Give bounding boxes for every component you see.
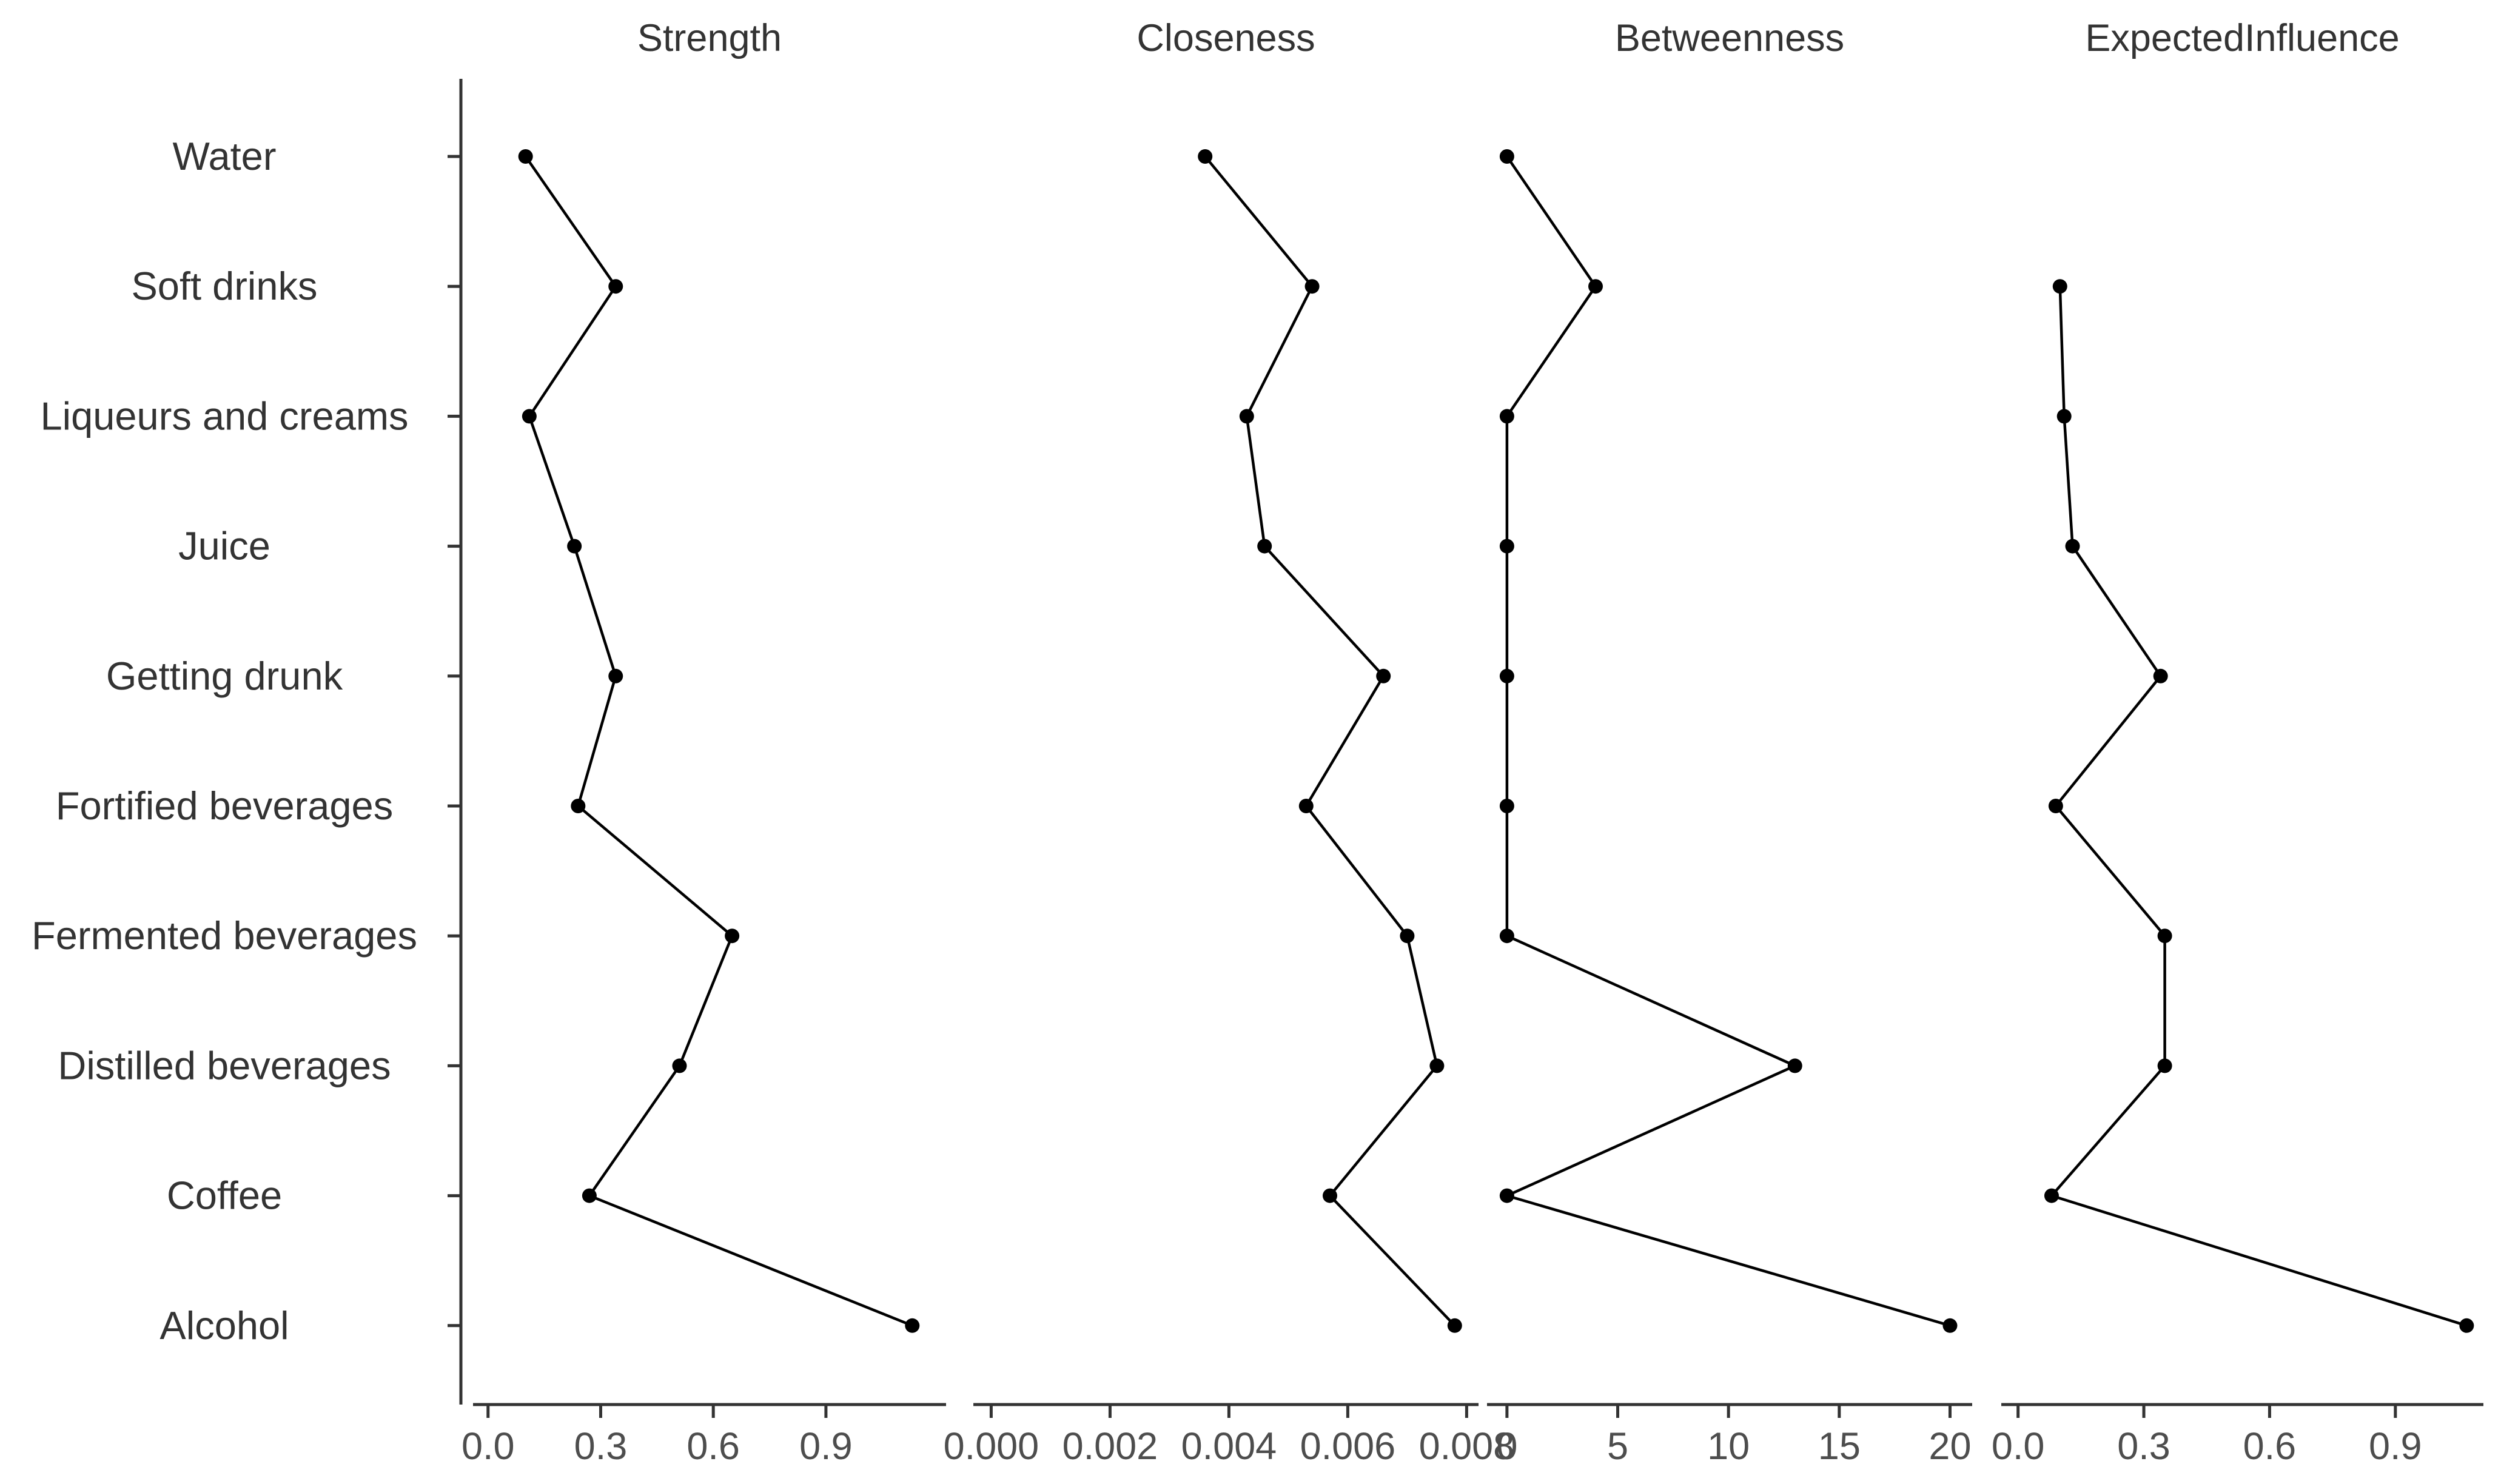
x-tick-label: 0.000 [944,1425,1039,1468]
panel-title: Strength [637,17,782,59]
data-point-water [1198,149,1213,164]
category-label-alcohol: Alcohol [159,1303,289,1348]
panel-betweenness: Betweenness 0 5 10 15 20 [1487,17,1972,1468]
data-point-fortified-beverages [571,799,586,813]
data-point-liqueurs-and-creams [1499,409,1514,424]
x-tick-label: 0.9 [799,1425,853,1468]
data-point-liqueurs-and-creams [522,409,537,424]
x-tick-label: 0.3 [2117,1425,2170,1468]
data-point-fermented-beverages [1400,928,1415,944]
data-point-getting-drunk [1376,668,1391,683]
data-point-distilled-beverages [2157,1058,2172,1073]
x-tick-label: 0.6 [687,1425,740,1468]
data-point-juice [1499,539,1514,554]
category-label-getting-drunk: Getting drunk [106,654,343,698]
data-point-soft-drinks [1588,279,1603,294]
x-tick-label: 0.008 [1419,1425,1515,1468]
x-tick-label: 0.6 [2243,1425,2297,1468]
data-point-coffee [1499,1188,1514,1203]
panel-title: Betweenness [1615,17,1844,59]
panel-closeness: Closeness 0.000 0.002 0.004 0.006 0.008 [944,17,1515,1468]
series-line [524,155,913,1327]
data-point-getting-drunk [2153,668,2168,683]
category-label-distilled-beverages: Distilled beverages [58,1043,391,1087]
data-point-coffee [582,1188,597,1203]
data-point-distilled-beverages [672,1058,687,1073]
data-point-fermented-beverages [1499,928,1514,944]
data-point-liqueurs-and-creams [1239,409,1254,424]
x-tick-label: 5 [1607,1425,1628,1468]
data-point-soft-drinks [608,279,623,294]
data-point-getting-drunk [1499,668,1514,683]
x-tick-label: 0.3 [574,1425,628,1468]
data-point-coffee [2044,1188,2059,1203]
category-label-juice: Juice [178,524,270,568]
category-labels: Water Soft drinks Liqueurs and creams Juice… [32,134,417,1348]
data-point-fortified-beverages [2048,799,2063,813]
data-point-fermented-beverages [2157,928,2172,944]
y-axis [448,79,463,1405]
series-line [1204,155,1456,1327]
x-tick-label: 15 [1818,1425,1861,1468]
data-point-distilled-beverages [1787,1058,1802,1073]
series-line [1503,155,1951,1327]
x-tick-label: 0.004 [1181,1425,1277,1468]
category-label-coffee: Coffee [167,1173,282,1218]
x-tick-label: 0.002 [1063,1425,1158,1468]
panel-strength: Strength 0.0 0.3 0.6 0.9 [462,17,946,1468]
x-tick-label: 0.9 [2369,1425,2422,1468]
category-label-soft-drinks: Soft drinks [131,264,317,308]
x-tick-label: 0.006 [1300,1425,1396,1468]
data-point-water [518,149,533,164]
data-point-alcohol [1942,1318,1958,1333]
data-point-distilled-beverages [1429,1058,1445,1073]
data-point-getting-drunk [608,668,623,683]
data-point-juice [567,539,582,554]
category-label-fermented-beverages: Fermented beverages [32,913,417,958]
data-point-soft-drinks [1304,279,1320,294]
data-point-fermented-beverages [725,928,740,944]
category-label-water: Water [173,134,277,178]
panel-title: Closeness [1136,17,1315,59]
data-point-alcohol [2459,1318,2474,1333]
data-point-alcohol [905,1318,920,1333]
data-point-soft-drinks [2052,279,2067,294]
category-label-fortified-beverages: Fortified beverages [56,784,393,828]
data-point-alcohol [1447,1318,1462,1333]
panel-expectedinfluence: ExpectedInfluence 0.0 0.3 0.6 0.9 [1992,17,2483,1468]
data-point-juice [1257,539,1272,554]
x-tick-label: 0 [1496,1425,1517,1468]
data-point-fortified-beverages [1499,799,1514,813]
data-point-coffee [1323,1188,1337,1203]
data-point-liqueurs-and-creams [2056,409,2072,424]
panel-title: ExpectedInfluence [2085,17,2399,59]
data-point-water [1499,149,1514,164]
category-label-liqueurs-and-creams: Liqueurs and creams [41,394,409,438]
x-tick-label: 0.0 [462,1425,515,1468]
x-tick-label: 10 [1707,1425,1750,1468]
data-point-juice [2065,539,2080,554]
data-point-fortified-beverages [1298,799,1314,813]
series-line [2049,286,2467,1327]
x-tick-label: 20 [1929,1425,1971,1468]
x-tick-label: 0.0 [1992,1425,2045,1468]
